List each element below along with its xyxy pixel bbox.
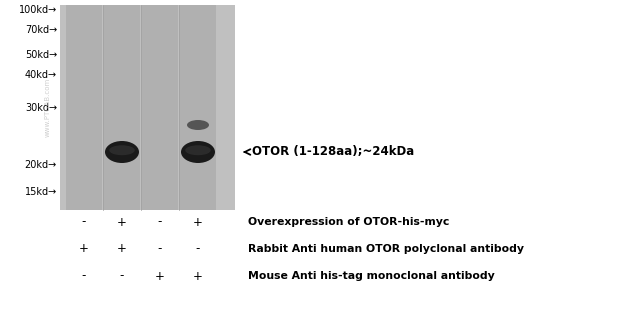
Text: Rabbit Anti human OTOR polyclonal antibody: Rabbit Anti human OTOR polyclonal antibo… bbox=[248, 244, 524, 254]
Text: 15kd→: 15kd→ bbox=[25, 187, 57, 197]
Text: 20kd→: 20kd→ bbox=[25, 160, 57, 170]
Ellipse shape bbox=[109, 145, 135, 155]
Bar bbox=[142, 5, 178, 210]
Ellipse shape bbox=[185, 145, 211, 155]
Text: -: - bbox=[158, 243, 162, 256]
Ellipse shape bbox=[105, 141, 139, 163]
Text: Overexpression of OTOR-his-myc: Overexpression of OTOR-his-myc bbox=[248, 217, 449, 227]
Text: 30kd→: 30kd→ bbox=[25, 103, 57, 113]
Text: +: + bbox=[193, 216, 203, 229]
Text: OTOR (1-128aa);~24kDa: OTOR (1-128aa);~24kDa bbox=[252, 146, 414, 159]
Text: +: + bbox=[79, 243, 89, 256]
Text: Mouse Anti his-tag monoclonal antibody: Mouse Anti his-tag monoclonal antibody bbox=[248, 271, 494, 281]
Bar bbox=[60, 5, 235, 210]
Text: -: - bbox=[82, 270, 86, 282]
Text: -: - bbox=[196, 243, 200, 256]
Text: +: + bbox=[117, 216, 127, 229]
Text: -: - bbox=[120, 270, 124, 282]
Text: -: - bbox=[158, 216, 162, 229]
Ellipse shape bbox=[187, 120, 209, 130]
Text: 40kd→: 40kd→ bbox=[25, 70, 57, 80]
Text: 70kd→: 70kd→ bbox=[25, 25, 57, 35]
Text: 50kd→: 50kd→ bbox=[25, 50, 57, 60]
Text: +: + bbox=[155, 270, 165, 282]
Text: www.PTGAB.com: www.PTGAB.com bbox=[45, 77, 51, 137]
Bar bbox=[180, 5, 216, 210]
Text: +: + bbox=[193, 270, 203, 282]
Text: -: - bbox=[82, 216, 86, 229]
Text: 100kd→: 100kd→ bbox=[19, 5, 57, 15]
Ellipse shape bbox=[181, 141, 215, 163]
Bar bbox=[66, 5, 102, 210]
Bar bbox=[104, 5, 140, 210]
Text: +: + bbox=[117, 243, 127, 256]
